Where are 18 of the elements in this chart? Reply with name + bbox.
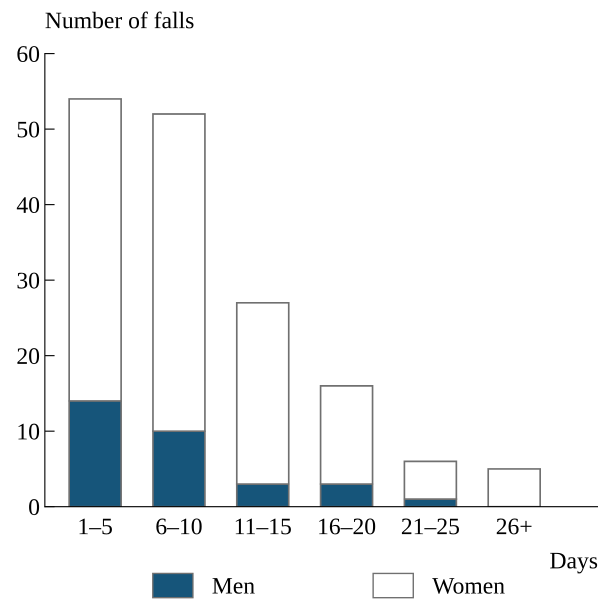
y-tick-label: 40 (16, 197, 40, 214)
x-axis-title: Days (550, 552, 598, 574)
x-tick-label: 26+ (496, 518, 532, 534)
bar (487, 468, 542, 507)
y-axis-title: Number of falls (46, 12, 194, 28)
x-tick-label: 11–15 (236, 518, 291, 534)
legend-label: Men (212, 578, 255, 594)
y-tick-label: 60 (17, 46, 40, 62)
y-tick-label: 0 (29, 499, 40, 516)
x-tick-label: 1–5 (80, 518, 112, 534)
y-tick-label: 50 (18, 122, 40, 138)
y-tick-label: 20 (17, 348, 40, 364)
legend-label: Women (432, 578, 505, 594)
y-tick-label: 30 (18, 272, 40, 289)
x-tick-label: 16–20 (319, 518, 376, 534)
x-tick-label: 21–25 (402, 518, 459, 534)
y-tick-label: 10 (18, 424, 40, 440)
x-tick-label: 6–10 (156, 518, 202, 534)
